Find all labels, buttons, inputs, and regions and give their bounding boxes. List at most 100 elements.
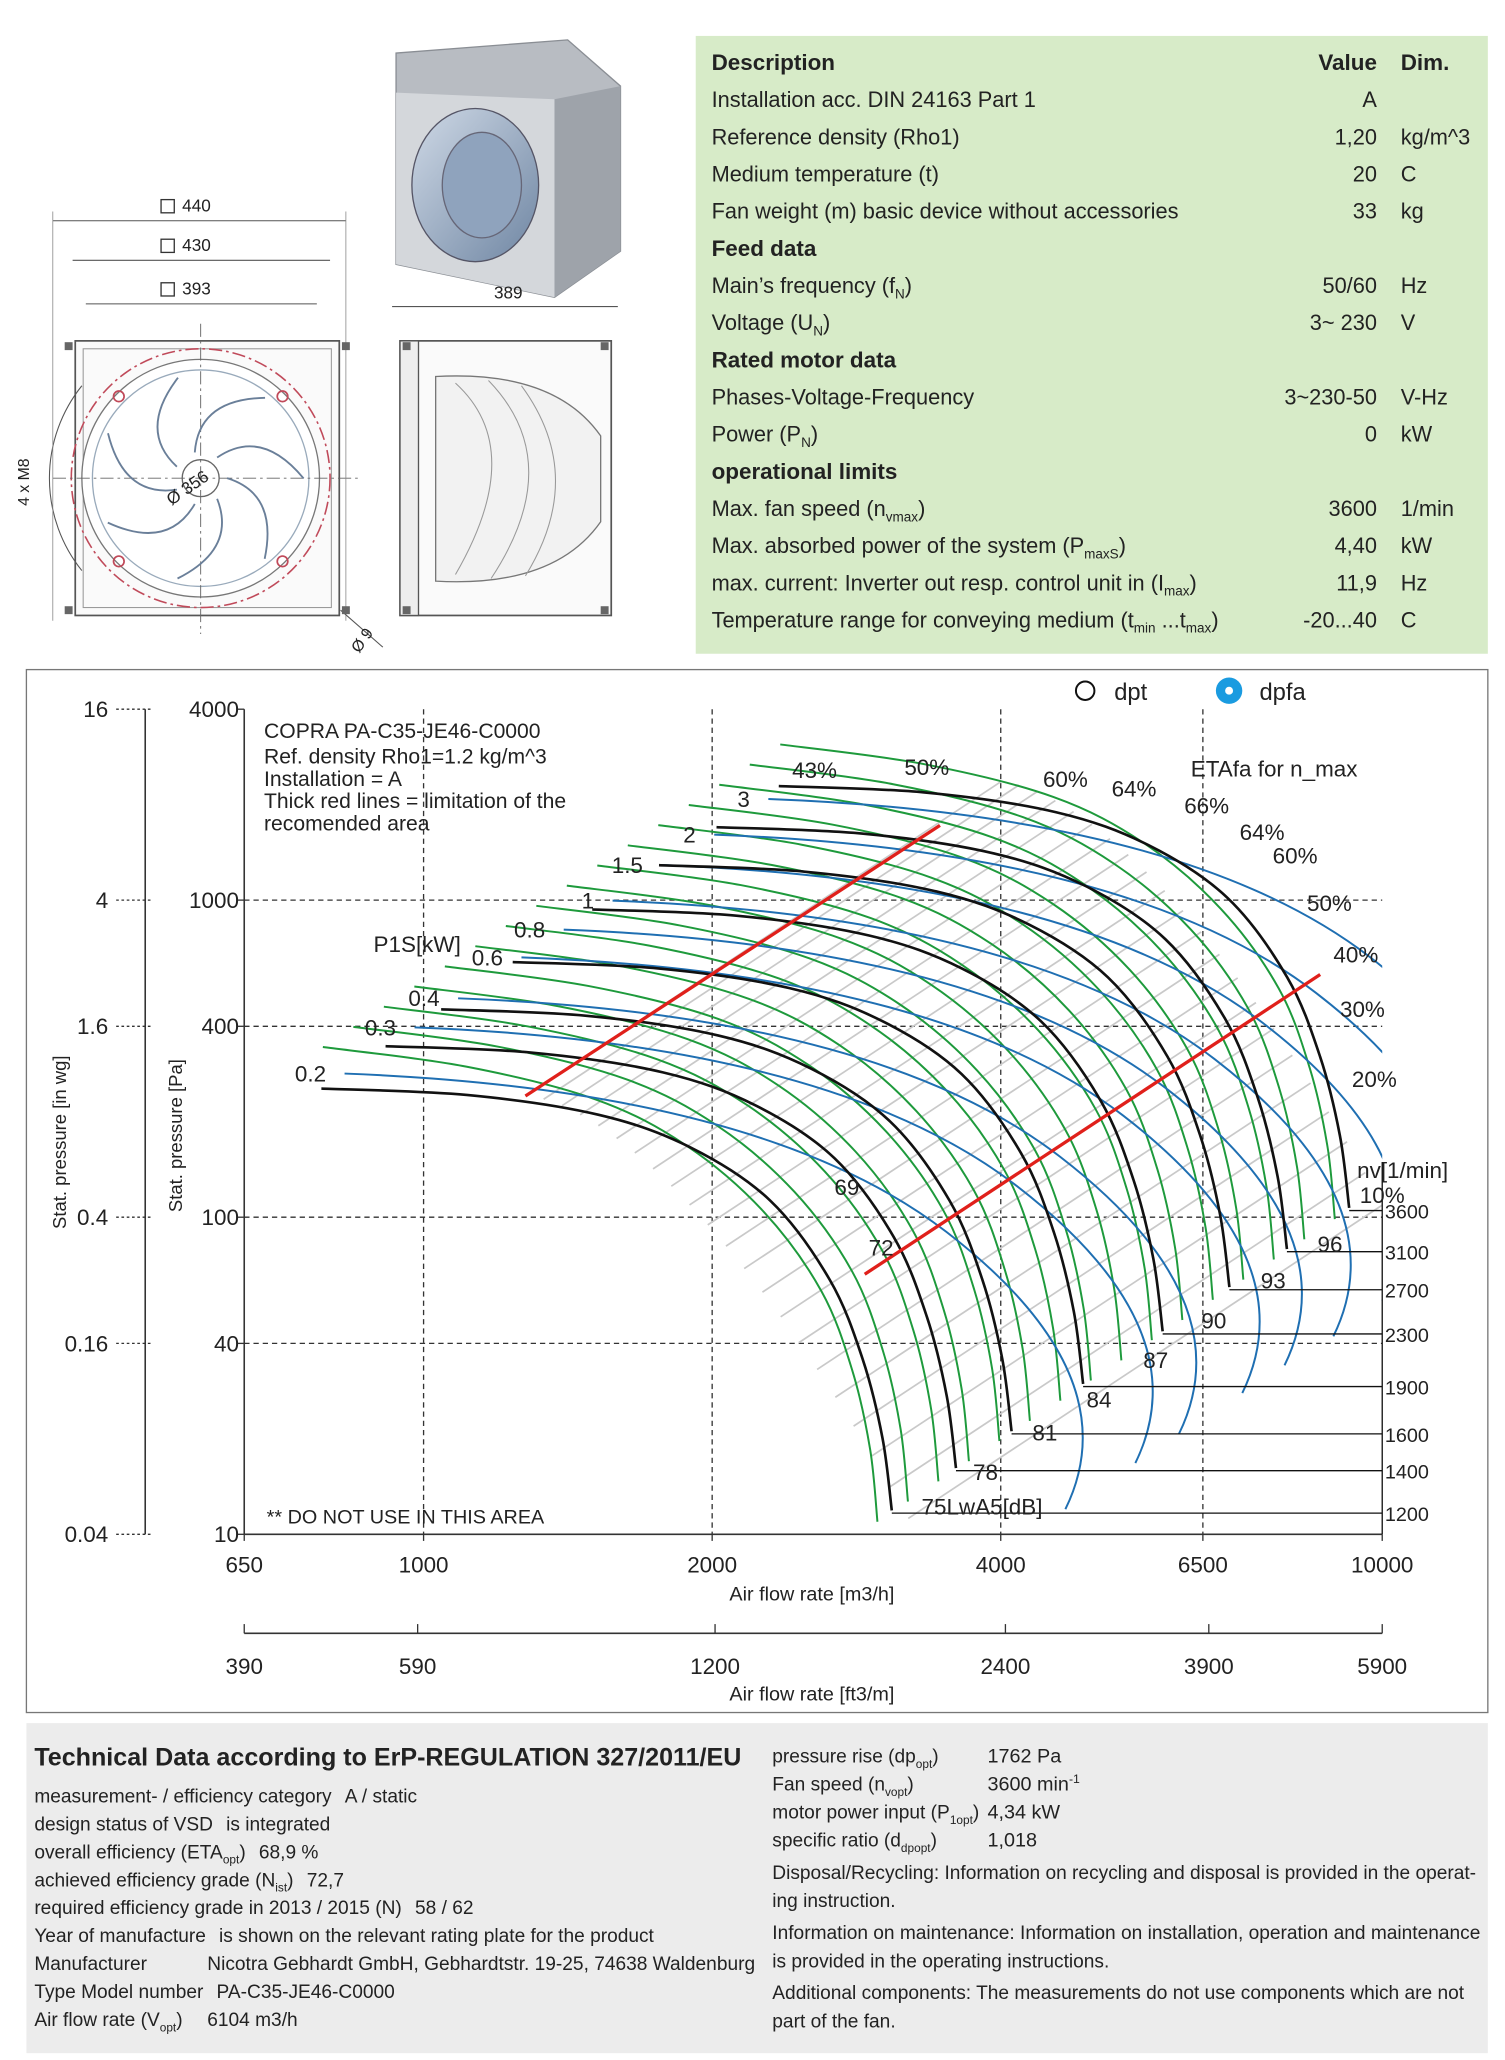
spec-value: 3600 [1329,496,1377,521]
front-blade [216,445,305,480]
text-part: 3600 min [987,1774,1068,1796]
dimension-label: 389 [494,283,523,303]
erp-label: Fan speed (nvopt) [772,1775,914,1799]
efficiency-line [780,1001,1257,1318]
power-line [612,899,1352,1337]
noise-value: 87 [1143,1348,1168,1373]
text-part: ...t [1156,607,1186,632]
noise-label: 75LwA5[dB] [921,1495,1042,1520]
speed-curve [778,784,1351,1209]
square-symbol [160,282,175,297]
noise-label: 78 [973,1460,998,1485]
bolt-hole [276,555,289,568]
power-line [714,833,1383,1054]
erp-note: is provided in the operating instruction… [772,1951,1109,1972]
text-part: ) [907,1775,913,1796]
subscript: opt [223,1853,240,1867]
erp-note: Information on maintenance: Information … [772,1923,1480,1944]
x-tick-label: 1000 [399,1553,449,1578]
photo-side [554,86,621,298]
subscript: max [1186,621,1212,636]
subscript: N [813,323,823,338]
legend-marker [1074,680,1096,701]
noise-curve [688,803,1245,1280]
x2-axis-title: Air flow rate [ft3/m] [729,1684,894,1706]
front-blade [107,433,178,492]
text-part: overall efficiency (ETA [34,1842,223,1863]
dimension-label: 393 [182,279,211,299]
legend-label: dpt [1114,679,1147,706]
spec-label: Temperature range for conveying medium (… [712,607,1219,635]
text-part: Max. absorbed power of the system (P [712,533,1085,558]
x2-tick-label: 5900 [1357,1654,1407,1679]
spec-label: Power (PN) [712,422,819,450]
spec-dim: V-Hz [1401,385,1448,410]
y-tick-label: 4000 [189,697,239,722]
erp-value: 68,9 % [259,1842,319,1863]
x2-tick-label: 1200 [690,1654,740,1679]
power-title: P1S[kW] [374,932,461,957]
erp-label: achieved efficiency grade (Nist) [34,1870,293,1894]
noise-value: 75 [921,1495,946,1520]
corner-tab [64,342,73,351]
spec-value: 4,40 [1335,533,1377,558]
text-part: Type Model number [34,1982,204,2003]
efficiency-line [616,823,1093,1140]
spec-dim: C [1401,162,1417,187]
efficiency-hatch [524,781,1383,1520]
noise-curve [414,985,970,1462]
chart-title: COPRA PA-C35-JE46-C0000 [264,720,541,743]
noise-label: 84 [1087,1388,1112,1413]
speed-curve [512,960,1085,1385]
legend-label: dpfa [1259,679,1306,706]
spec-dim: V [1401,310,1416,335]
erp-note: part of the fan. [772,2011,895,2032]
text-part: measurement- / efficiency category [34,1786,332,1807]
spec-header: Value [1318,50,1377,75]
erp-value: 1,018 [987,1830,1037,1852]
front-blade [193,396,266,453]
superscript: -1 [1069,1772,1080,1786]
spec-value: 1,20 [1335,124,1377,149]
dimension-label: 440 [182,195,211,215]
speed-curve [592,908,1164,1332]
subscript: vmax [886,509,919,524]
spec-label: Max. absorbed power of the system (PmaxS… [712,533,1126,561]
text-part: Max. fan speed (n [712,496,886,521]
noise-value: 90 [1201,1308,1226,1333]
y-tick-label: 400 [202,1014,239,1039]
front-blade [177,498,223,580]
noise-curve [505,925,1062,1401]
text-part: ) [1119,533,1126,558]
efficiency-title: ETAfa for n_max [1191,757,1358,782]
spec-dim: Hz [1401,273,1428,298]
noise-curve [536,904,1092,1381]
text-part: Installation acc. DIN 24163 Part 1 [712,87,1036,112]
subscript: dpopt [901,1841,931,1855]
speed-curve [441,1008,1013,1432]
text-part: Medium temperature (t) [712,162,939,187]
noise-value: 84 [1087,1388,1112,1413]
text-part: Air flow rate (V [34,2010,160,2031]
noise-label: 90 [1201,1308,1226,1333]
text-part: ) [287,1870,293,1891]
speed-label: 1200 [1385,1504,1429,1526]
efficiency-label: 60% [1273,844,1318,869]
y-tick-label: 1000 [189,888,239,913]
side-wheel-blade [455,380,556,579]
front-blade [156,377,179,468]
speed-curve [716,825,1289,1250]
spec-section: Feed data [712,236,817,261]
efficiency-label: 60% [1043,767,1088,792]
spec-label: Main’s frequency (fN) [712,273,912,301]
efficiency-line [707,909,1184,1226]
corner-tab [402,606,411,615]
spec-dim: kg/m^3 [1401,124,1470,149]
chart-note: Thick red lines = limitation of the [264,790,566,813]
x-tick-label: 2000 [687,1553,737,1578]
chart-note: Ref. density Rho1=1.2 kg/m^3 [264,745,547,768]
erp-note: ing instruction. [772,1891,895,1912]
y2-tick-label: 4 [96,888,108,913]
power-label: 3 [737,787,749,812]
